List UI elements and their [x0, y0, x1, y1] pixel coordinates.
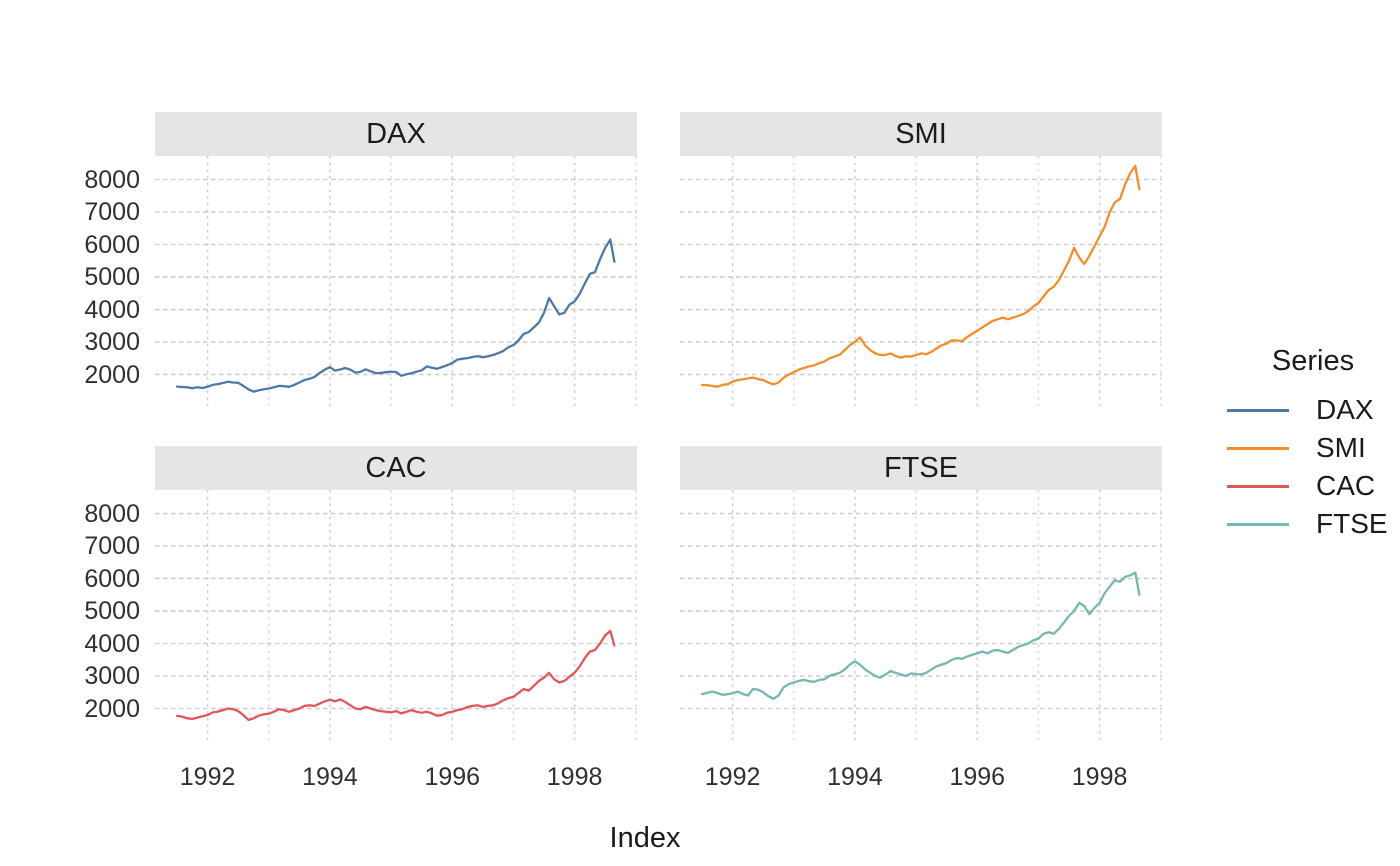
legend-key-line [1227, 446, 1289, 450]
y-tick-label: 5000 [84, 263, 140, 291]
legend-item-ftse: FTSE [1227, 505, 1399, 543]
panel-plot-cac [155, 490, 637, 740]
x-tick-label: 1996 [949, 763, 1006, 791]
y-tick-label: 4000 [84, 629, 140, 658]
legend-item-label: FTSE [1316, 508, 1388, 539]
y-tick-label: 8000 [84, 499, 140, 528]
x-tick-label: 1996 [424, 763, 481, 791]
y-tick-label: 2000 [84, 360, 140, 389]
y-tick-label: 7000 [84, 198, 140, 226]
panel-plot-dax [155, 156, 637, 406]
y-tick-label: 8000 [84, 165, 140, 194]
legend-item-label: CAC [1316, 470, 1376, 501]
y-tick-label: 3000 [84, 328, 140, 356]
facet-strip-label: CAC [365, 451, 427, 484]
facet-strip-label: FTSE [883, 451, 959, 484]
series-line-ftse [700, 571, 1141, 700]
legend-items: DAX SMI CAC FTSE [1227, 391, 1399, 543]
panel-plot-ftse [680, 490, 1162, 740]
panel-plot-smi [680, 156, 1162, 406]
series-line-dax [175, 238, 616, 393]
facet-strip-dax: DAX [155, 112, 637, 156]
y-tick-label: 5000 [84, 597, 140, 625]
facet-strip-cac: CAC [155, 446, 637, 490]
legend-item-label: DAX [1316, 394, 1374, 425]
x-tick-label: 1998 [546, 763, 603, 791]
x-axis-title: Index [609, 822, 681, 854]
series-line-cac [175, 629, 616, 722]
x-tick-label: 1998 [1071, 763, 1128, 791]
x-tick-label: 1994 [302, 763, 358, 791]
legend-item-label: SMI [1316, 432, 1366, 463]
facet-strip-label: DAX [366, 117, 426, 150]
x-tick-label: 1992 [704, 763, 761, 791]
y-tick-label: 4000 [84, 295, 140, 324]
series-line-smi [700, 164, 1141, 388]
y-tick-label: 6000 [84, 564, 140, 593]
legend: Series DAX SMI CAC FTSE [1227, 345, 1399, 543]
x-tick-label: 1992 [179, 763, 236, 791]
y-tick-label: 6000 [84, 230, 140, 259]
y-tick-label: 2000 [84, 694, 140, 723]
x-tick-label: 1994 [827, 763, 883, 791]
legend-item-cac: CAC [1227, 467, 1399, 505]
facet-strip-smi: SMI [680, 112, 1162, 156]
legend-key-line [1227, 484, 1289, 488]
legend-item-smi: SMI [1227, 429, 1399, 467]
facet-strip-label: SMI [895, 117, 947, 150]
legend-key-line [1227, 522, 1289, 526]
y-tick-label: 3000 [84, 662, 140, 690]
y-tick-label: 7000 [84, 532, 140, 560]
facet-strip-ftse: FTSE [680, 446, 1162, 490]
legend-key-line [1227, 408, 1289, 412]
legend-item-dax: DAX [1227, 391, 1399, 429]
legend-title: Series [1271, 345, 1355, 377]
